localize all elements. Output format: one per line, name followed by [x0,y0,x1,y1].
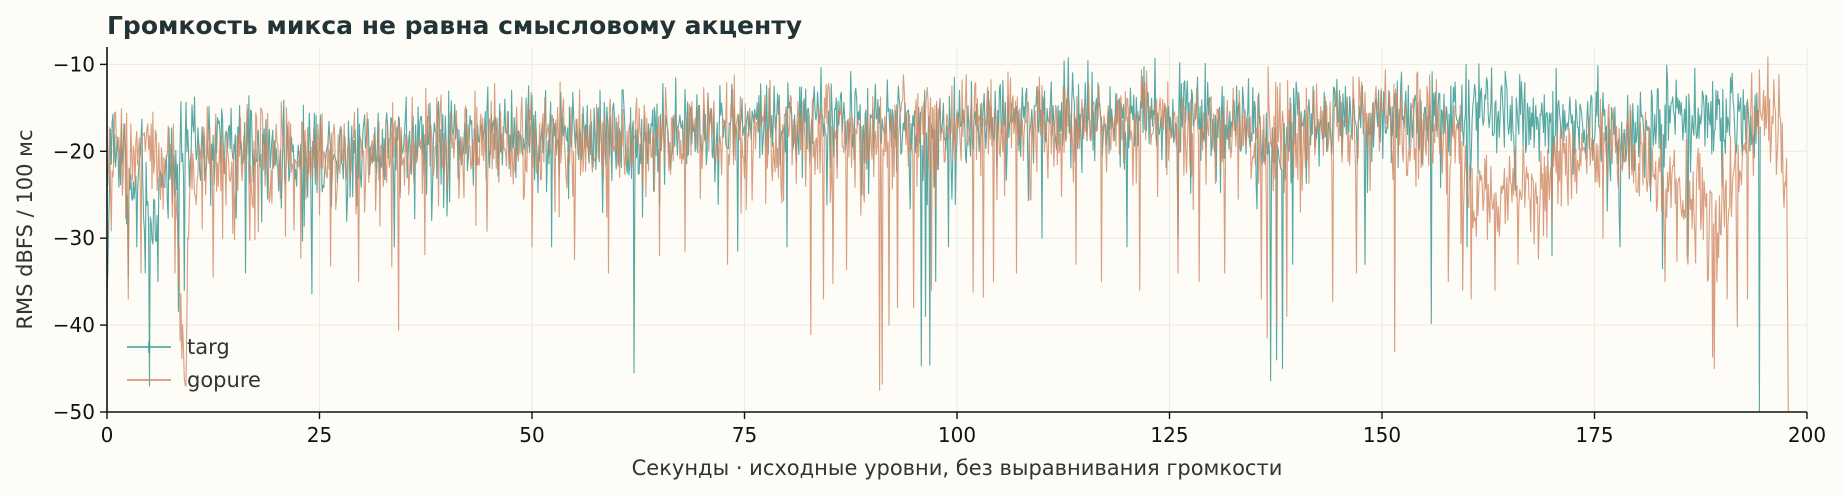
chart-title: Громкость микса не равна смысловому акце… [107,11,802,40]
y-tick-label: −30 [53,226,95,250]
legend: targ gopure [127,335,261,392]
legend-label-gopure: gopure [187,368,261,392]
plot-area [106,56,1789,413]
y-axis-label: RMS dBFS / 100 мс [13,129,37,329]
x-tick-label: 25 [307,423,332,447]
x-tick-label: 0 [101,423,114,447]
legend-label-targ: targ [187,335,230,359]
x-tick-label: 125 [1150,423,1188,447]
x-tick-label: 150 [1363,423,1401,447]
x-tick-label: 175 [1575,423,1613,447]
legend-entry-targ: targ [127,335,230,359]
x-tick-label: 75 [732,423,757,447]
x-tick-label: 200 [1788,423,1826,447]
x-axis-label: Секунды · исходные уровни, без выравнива… [632,456,1283,480]
x-tick-label: 50 [519,423,544,447]
y-tick-label: −50 [53,400,95,424]
y-tick-label: −40 [53,313,95,337]
legend-entry-gopure: gopure [127,368,261,392]
y-tick-label: −20 [53,139,95,163]
series-line-gopure [106,56,1789,413]
y-axis-ticks: −50 −40 −30 −20 −10 [53,52,107,424]
x-axis-ticks: 0 25 50 75 100 125 150 175 200 [101,412,1826,447]
y-tick-label: −10 [53,52,95,76]
x-tick-label: 100 [938,423,976,447]
